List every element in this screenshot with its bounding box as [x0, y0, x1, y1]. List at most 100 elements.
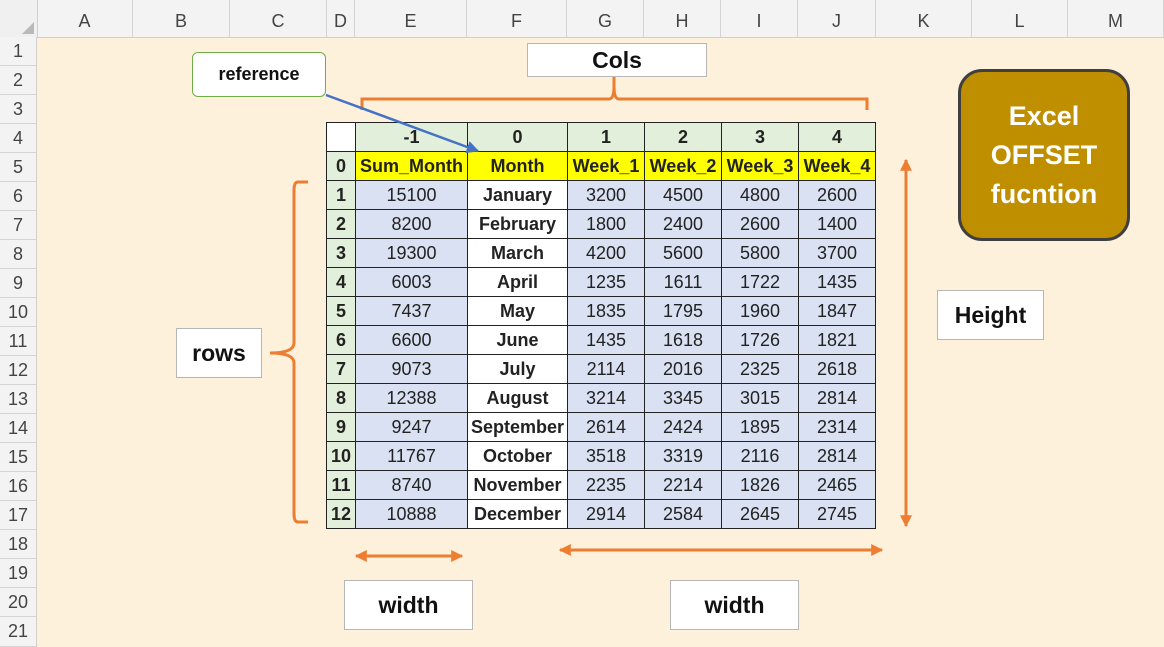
week-4-cell[interactable]: 1821: [798, 325, 876, 355]
select-all-corner[interactable]: [0, 0, 38, 37]
row-offset-cell[interactable]: 11: [326, 470, 356, 500]
row-offset-cell[interactable]: 9: [326, 412, 356, 442]
header-cell[interactable]: Week_4: [798, 151, 876, 181]
month-cell[interactable]: September: [467, 412, 568, 442]
sum-month-cell[interactable]: 7437: [355, 296, 468, 326]
week-2-cell[interactable]: 3345: [644, 383, 722, 413]
row-header-8[interactable]: 8: [0, 240, 37, 269]
row-header-2[interactable]: 2: [0, 66, 37, 95]
week-1-cell[interactable]: 2914: [567, 499, 645, 529]
header-cell[interactable]: Week_3: [721, 151, 799, 181]
week-2-cell[interactable]: 3319: [644, 441, 722, 471]
column-header-a[interactable]: A: [37, 0, 133, 37]
row-header-17[interactable]: 17: [0, 501, 37, 530]
sum-month-cell[interactable]: 12388: [355, 383, 468, 413]
week-3-cell[interactable]: 2600: [721, 209, 799, 239]
column-offset-cell[interactable]: 3: [721, 122, 799, 152]
row-offset-cell[interactable]: 12: [326, 499, 356, 529]
header-cell[interactable]: Sum_Month: [355, 151, 468, 181]
row-offset-cell[interactable]: 10: [326, 441, 356, 471]
week-2-cell[interactable]: 5600: [644, 238, 722, 268]
row-header-10[interactable]: 10: [0, 298, 37, 327]
week-1-cell[interactable]: 3200: [567, 180, 645, 210]
month-cell[interactable]: January: [467, 180, 568, 210]
week-3-cell[interactable]: 3015: [721, 383, 799, 413]
row-header-13[interactable]: 13: [0, 385, 37, 414]
header-cell[interactable]: Month: [467, 151, 568, 181]
column-header-d[interactable]: D: [327, 0, 355, 37]
week-1-cell[interactable]: 4200: [567, 238, 645, 268]
week-4-cell[interactable]: 2600: [798, 180, 876, 210]
week-1-cell[interactable]: 1235: [567, 267, 645, 297]
month-cell[interactable]: August: [467, 383, 568, 413]
column-header-b[interactable]: B: [133, 0, 230, 37]
row-offset-cell[interactable]: 1: [326, 180, 356, 210]
row-header-18[interactable]: 18: [0, 530, 37, 559]
header-cell[interactable]: Week_2: [644, 151, 722, 181]
row-header-14[interactable]: 14: [0, 414, 37, 443]
week-4-cell[interactable]: 1400: [798, 209, 876, 239]
row-header-15[interactable]: 15: [0, 443, 37, 472]
week-1-cell[interactable]: 1835: [567, 296, 645, 326]
week-1-cell[interactable]: 2614: [567, 412, 645, 442]
sum-month-cell[interactable]: 6003: [355, 267, 468, 297]
sum-month-cell[interactable]: 9247: [355, 412, 468, 442]
sum-month-cell[interactable]: 6600: [355, 325, 468, 355]
sum-month-cell[interactable]: 15100: [355, 180, 468, 210]
week-2-cell[interactable]: 4500: [644, 180, 722, 210]
week-4-cell[interactable]: 2465: [798, 470, 876, 500]
row-offset-cell[interactable]: 4: [326, 267, 356, 297]
sum-month-cell[interactable]: 9073: [355, 354, 468, 384]
column-header-j[interactable]: J: [798, 0, 876, 37]
row-offset-cell[interactable]: 8: [326, 383, 356, 413]
row-header-3[interactable]: 3: [0, 95, 37, 124]
column-header-g[interactable]: G: [567, 0, 644, 37]
column-header-l[interactable]: L: [972, 0, 1068, 37]
row-header-5[interactable]: 5: [0, 153, 37, 182]
column-header-e[interactable]: E: [355, 0, 467, 37]
week-1-cell[interactable]: 2114: [567, 354, 645, 384]
row-header-1[interactable]: 1: [0, 37, 37, 66]
week-2-cell[interactable]: 2400: [644, 209, 722, 239]
month-cell[interactable]: October: [467, 441, 568, 471]
row-header-19[interactable]: 19: [0, 559, 37, 588]
month-cell[interactable]: December: [467, 499, 568, 529]
column-header-k[interactable]: K: [876, 0, 972, 37]
row-header-11[interactable]: 11: [0, 327, 37, 356]
week-2-cell[interactable]: 2584: [644, 499, 722, 529]
week-2-cell[interactable]: 1611: [644, 267, 722, 297]
month-cell[interactable]: April: [467, 267, 568, 297]
week-3-cell[interactable]: 4800: [721, 180, 799, 210]
week-1-cell[interactable]: 1435: [567, 325, 645, 355]
row-header-12[interactable]: 12: [0, 356, 37, 385]
week-4-cell[interactable]: 2745: [798, 499, 876, 529]
week-2-cell[interactable]: 1795: [644, 296, 722, 326]
row-header-20[interactable]: 20: [0, 588, 37, 617]
week-4-cell[interactable]: 2814: [798, 441, 876, 471]
row-offset-cell[interactable]: 6: [326, 325, 356, 355]
week-3-cell[interactable]: 1895: [721, 412, 799, 442]
week-1-cell[interactable]: 1800: [567, 209, 645, 239]
column-offset-cell[interactable]: 0: [467, 122, 568, 152]
week-4-cell[interactable]: 2618: [798, 354, 876, 384]
week-3-cell[interactable]: 1826: [721, 470, 799, 500]
row-header-21[interactable]: 21: [0, 617, 37, 647]
month-cell[interactable]: June: [467, 325, 568, 355]
row-header-7[interactable]: 7: [0, 211, 37, 240]
row-header-16[interactable]: 16: [0, 472, 37, 501]
week-3-cell[interactable]: 1960: [721, 296, 799, 326]
week-2-cell[interactable]: 2214: [644, 470, 722, 500]
week-3-cell[interactable]: 5800: [721, 238, 799, 268]
row-offset-cell[interactable]: 7: [326, 354, 356, 384]
sum-month-cell[interactable]: 19300: [355, 238, 468, 268]
row-header-4[interactable]: 4: [0, 124, 37, 153]
week-4-cell[interactable]: 2314: [798, 412, 876, 442]
column-header-c[interactable]: C: [230, 0, 327, 37]
column-header-f[interactable]: F: [467, 0, 567, 37]
week-3-cell[interactable]: 1722: [721, 267, 799, 297]
month-cell[interactable]: February: [467, 209, 568, 239]
week-4-cell[interactable]: 2814: [798, 383, 876, 413]
week-1-cell[interactable]: 3214: [567, 383, 645, 413]
month-cell[interactable]: May: [467, 296, 568, 326]
column-header-i[interactable]: I: [721, 0, 798, 37]
